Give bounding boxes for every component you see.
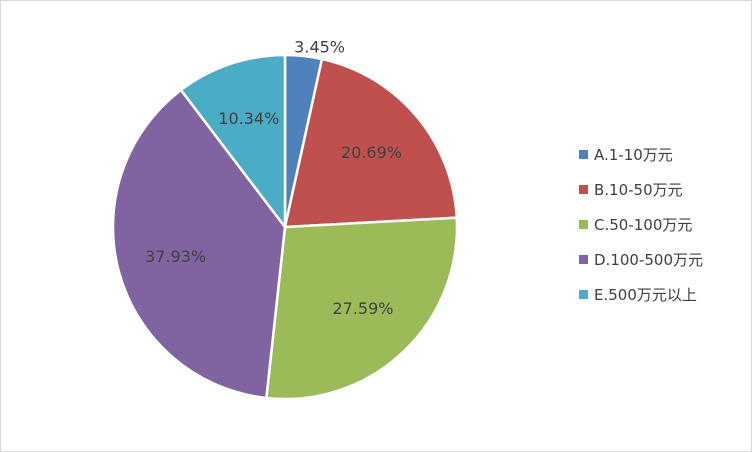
legend-swatch: [579, 255, 588, 264]
legend: A.1-10万元 B.10-50万元 C.50-100万元 D.100-500万元 E.…: [579, 137, 749, 312]
data-label-c: 27.59%: [332, 299, 393, 318]
legend-swatch: [579, 185, 588, 194]
legend-item-d: D.100-500万元: [579, 242, 749, 277]
data-label-a: 3.45%: [294, 38, 345, 57]
legend-label: B.10-50万元: [594, 181, 683, 199]
legend-label: A.1-10万元: [594, 146, 673, 164]
pie-slice-d: [111, 88, 287, 400]
pie-slice-b: [283, 57, 459, 229]
legend-swatch: [579, 150, 588, 159]
legend-item-a: A.1-10万元: [579, 137, 749, 172]
pie-slice-c: [264, 216, 459, 401]
legend-label: D.100-500万元: [594, 251, 703, 269]
data-label-e: 10.34%: [218, 109, 279, 128]
legend-item-c: C.50-100万元: [579, 207, 749, 242]
data-label-b: 20.69%: [341, 143, 402, 162]
legend-item-b: B.10-50万元: [579, 172, 749, 207]
data-label-d: 37.93%: [145, 247, 206, 266]
legend-swatch: [579, 220, 588, 229]
pie-slice-e: [179, 53, 287, 231]
legend-item-e: E.500万元以上: [579, 277, 749, 312]
legend-label: C.50-100万元: [594, 216, 693, 234]
legend-swatch: [579, 290, 588, 299]
legend-label: E.500万元以上: [594, 286, 697, 304]
